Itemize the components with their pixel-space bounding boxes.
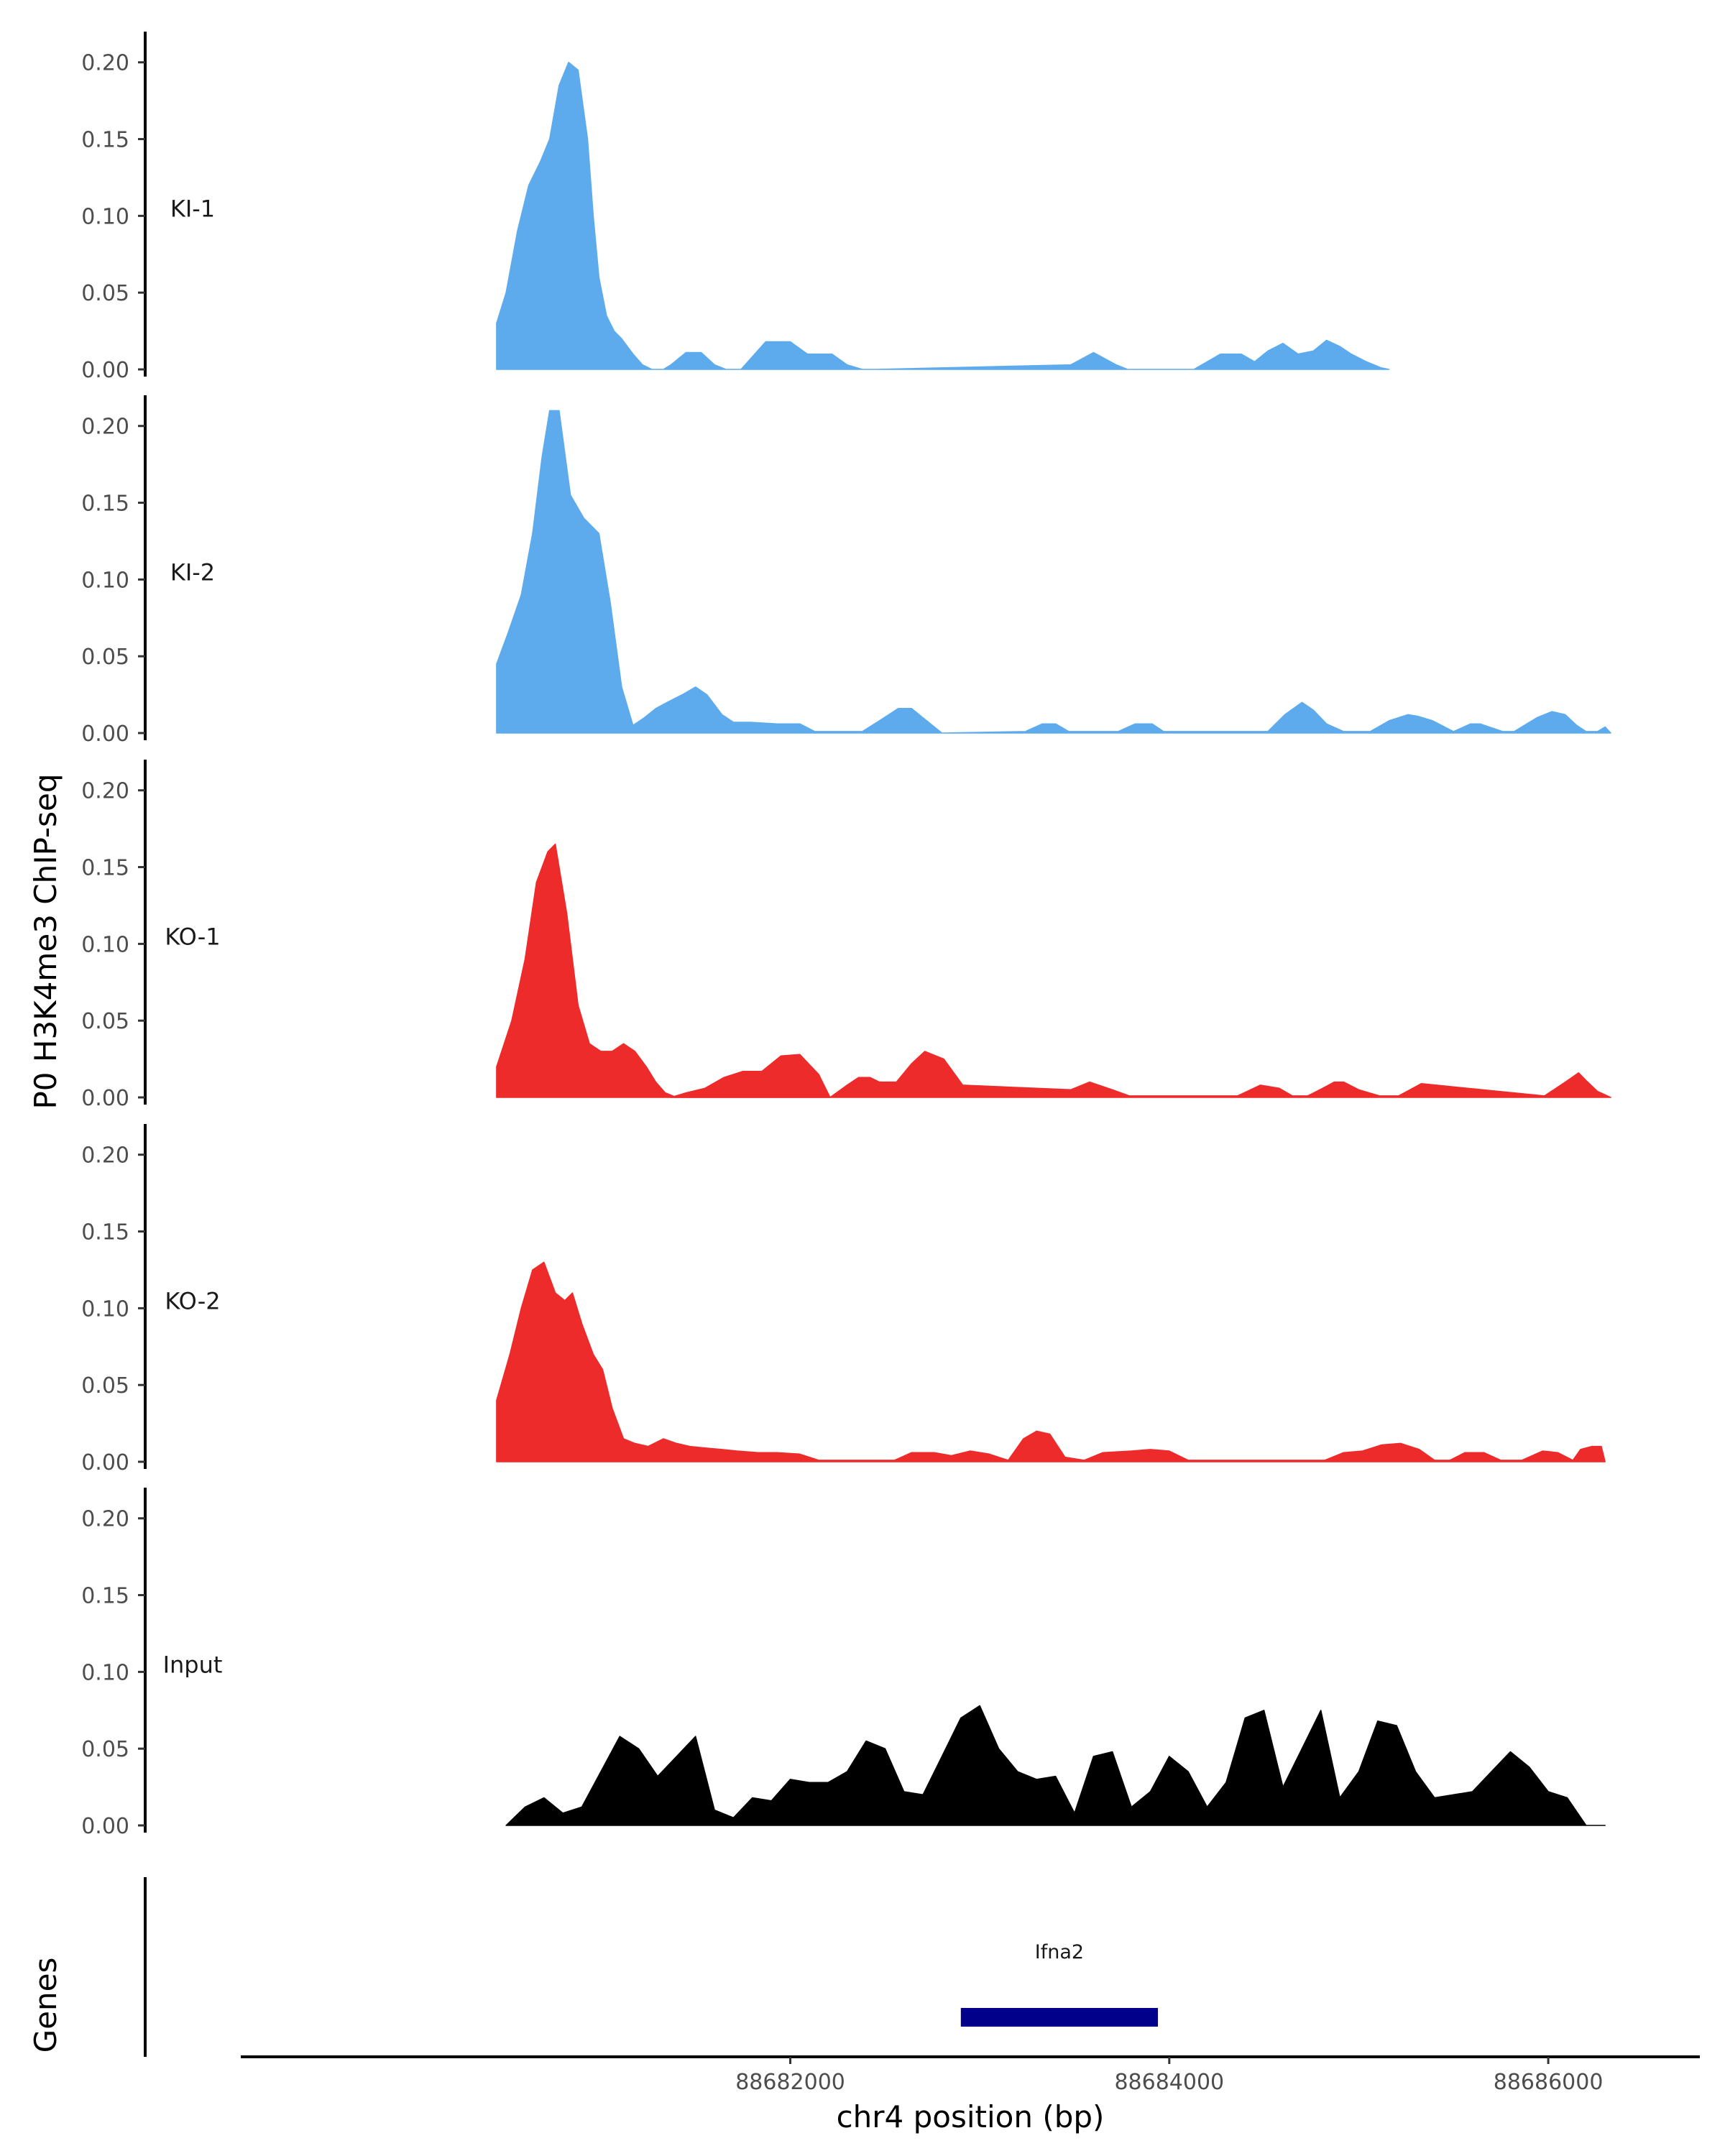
y-tick-label: 0.05 — [81, 1373, 129, 1399]
track-label: Input — [163, 1651, 223, 1679]
y-axis-title: P0 H3K4me3 ChIP-seq — [28, 773, 63, 1109]
track-label: KI-1 — [170, 195, 215, 223]
y-tick-label: 0.10 — [81, 1660, 129, 1685]
y-tick-label: 0.10 — [81, 568, 129, 593]
y-tick-label: 0.20 — [81, 1143, 129, 1169]
signal-area-ki-2 — [496, 410, 1611, 734]
genes-layer: Ifna2 — [144, 1877, 1158, 2057]
y-tick-label: 0.00 — [81, 722, 129, 747]
track-ko-2: 0.00 0.05 0.10 0.15 0.20 KO-2 — [81, 1124, 1606, 1475]
track-label: KI-2 — [170, 559, 215, 586]
signal-area-ki-1 — [496, 61, 1390, 370]
signal-area-ko-1-part2 — [670, 1054, 831, 1098]
genes-axis-title: Genes — [28, 1958, 63, 2053]
tracks-layer: 0.00 0.05 0.10 0.15 0.20 KI-1 0.00 0.05 0.10 0.15… — [81, 32, 1611, 1839]
x-axis-title: chr4 position (bp) — [837, 2099, 1105, 2134]
y-tick-label: 0.15 — [81, 128, 129, 153]
track-input: 0.00 0.05 0.10 0.15 0.20 Input — [81, 1488, 1606, 1839]
y-tick-label: 0.10 — [81, 1296, 129, 1322]
track-ki-1: 0.00 0.05 0.10 0.15 0.20 KI-1 — [81, 32, 1390, 383]
signal-area-ko-2 — [496, 1261, 1606, 1462]
x-tick-label: 88684000 — [1114, 2070, 1224, 2095]
y-tick-label: 0.10 — [81, 204, 129, 229]
y-tick-label: 0.00 — [81, 1814, 129, 1839]
y-tick-label: 0.05 — [81, 1737, 129, 1762]
x-tick-label: 88682000 — [735, 2070, 845, 2095]
y-tick-label: 0.15 — [81, 856, 129, 881]
y-tick-label: 0.15 — [81, 1584, 129, 1609]
y-tick-label: 0.20 — [81, 779, 129, 804]
y-tick-label: 0.20 — [81, 51, 129, 76]
x-axis: 88682000 88684000 88686000 — [241, 2055, 1700, 2095]
track-ko-1: 0.00 0.05 0.10 0.15 0.20 KO-1 — [81, 760, 1611, 1111]
gene-label: Ifna2 — [1035, 1941, 1084, 1963]
x-tick-label: 88686000 — [1494, 2070, 1604, 2095]
y-tick-label: 0.20 — [81, 415, 129, 440]
y-tick-label: 0.15 — [81, 492, 129, 517]
gene-bar-ifna2 — [960, 2008, 1158, 2027]
track-label: KO-2 — [165, 1288, 220, 1315]
y-tick-label: 0.15 — [81, 1220, 129, 1245]
y-tick-label: 0.05 — [81, 1009, 129, 1034]
y-tick-label: 0.00 — [81, 1086, 129, 1111]
y-tick-label: 0.10 — [81, 932, 129, 957]
signal-area-ko-1 — [496, 843, 1611, 1098]
y-tick-label: 0.05 — [81, 645, 129, 670]
y-tick-label: 0.20 — [81, 1507, 129, 1532]
y-tick-label: 0.05 — [81, 281, 129, 306]
track-ki-2: 0.00 0.05 0.10 0.15 0.20 KI-2 — [81, 395, 1611, 747]
y-tick-label: 0.00 — [81, 358, 129, 383]
y-tick-label: 0.00 — [81, 1450, 129, 1475]
track-label: KO-1 — [165, 923, 220, 951]
signal-area-input — [505, 1705, 1606, 1826]
